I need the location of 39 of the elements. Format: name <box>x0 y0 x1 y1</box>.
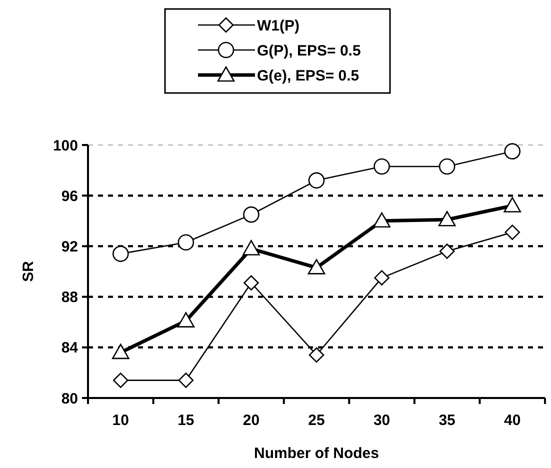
x-tick-label: 35 <box>438 412 456 429</box>
x-tick-label: 20 <box>242 412 260 429</box>
point <box>374 270 390 286</box>
point <box>242 240 260 256</box>
point <box>504 224 520 240</box>
point <box>438 158 456 175</box>
point <box>308 347 324 363</box>
y-tick-label: 88 <box>61 289 78 306</box>
point <box>112 246 129 262</box>
y-axis-title: SR <box>20 260 37 282</box>
legend-label: G(e), EPS= 0.5 <box>257 67 360 84</box>
point <box>308 172 325 189</box>
point <box>112 372 128 388</box>
point <box>177 312 195 328</box>
point <box>439 244 455 259</box>
point <box>504 197 522 212</box>
point <box>374 158 390 175</box>
x-tick-label: 30 <box>373 412 390 429</box>
y-tick-label: 100 <box>52 137 78 154</box>
legend-label: W1(P) <box>257 17 300 34</box>
y-tick-label: 92 <box>61 238 78 256</box>
point <box>308 259 326 274</box>
x-tick-label: 40 <box>504 412 521 429</box>
y-tick-label: 80 <box>61 390 78 408</box>
x-tick-label: 10 <box>112 412 129 429</box>
point <box>243 206 260 223</box>
x-axis-title: Number of Nodes <box>254 445 380 462</box>
point <box>373 212 390 228</box>
x-tick-label: 25 <box>308 412 325 429</box>
y-tick-label: 96 <box>61 188 78 205</box>
legend-label: G(P), EPS= 0.5 <box>257 42 361 60</box>
y-tick-label: 84 <box>61 340 79 357</box>
point <box>112 344 130 360</box>
point <box>438 210 456 226</box>
x-tick-label: 15 <box>178 412 194 429</box>
point <box>504 143 521 160</box>
point <box>178 372 194 388</box>
point <box>244 275 259 291</box>
point <box>178 234 194 251</box>
